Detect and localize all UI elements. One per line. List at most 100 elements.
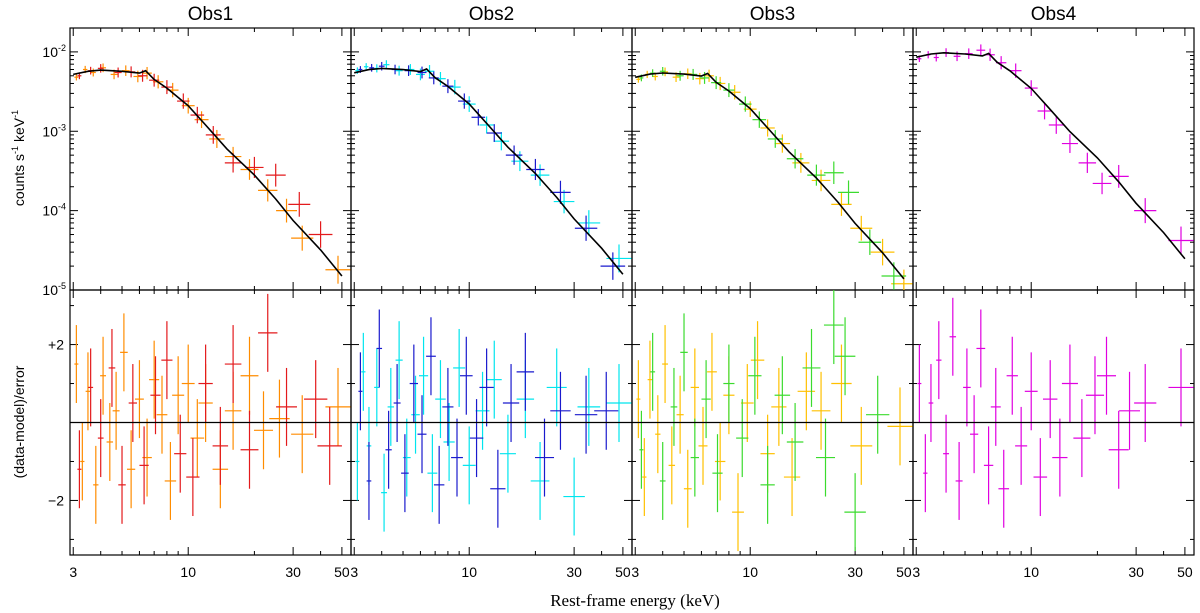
residual-point bbox=[701, 360, 711, 439]
residual-point bbox=[563, 457, 585, 536]
residual-point bbox=[516, 332, 535, 411]
spectrum-point bbox=[933, 53, 939, 62]
spectrum-point bbox=[659, 67, 666, 76]
residual-point bbox=[172, 356, 185, 435]
residual-point bbox=[401, 434, 409, 513]
residual-plot bbox=[632, 290, 913, 552]
residual-point bbox=[670, 367, 678, 446]
residual-plot bbox=[913, 297, 1194, 528]
spectrum-point bbox=[574, 215, 598, 241]
residual-point bbox=[1015, 406, 1028, 485]
residual-point bbox=[258, 293, 278, 372]
residual-point bbox=[459, 336, 473, 415]
panel-title: Obs2 bbox=[469, 4, 514, 25]
residual-point bbox=[128, 364, 138, 442]
spectrum-point bbox=[74, 73, 79, 81]
spectrum-point bbox=[288, 191, 311, 217]
residual-point bbox=[636, 360, 641, 439]
residual-point bbox=[866, 375, 890, 454]
residual-point bbox=[844, 473, 866, 552]
residual-point bbox=[451, 418, 463, 497]
residual-point bbox=[917, 344, 922, 423]
residual-point bbox=[831, 344, 852, 423]
residual-point bbox=[774, 356, 791, 435]
residual-point bbox=[1073, 399, 1091, 478]
spectrum-point bbox=[553, 189, 575, 214]
residual-point bbox=[1042, 360, 1058, 439]
residual-point bbox=[462, 426, 476, 505]
residual-point bbox=[1085, 356, 1105, 435]
residual-point bbox=[928, 364, 934, 442]
residual-point bbox=[291, 395, 314, 474]
residual-point bbox=[411, 375, 420, 454]
spectrum-point bbox=[577, 210, 601, 236]
residual-point bbox=[923, 434, 928, 513]
residual-point bbox=[976, 309, 986, 388]
residual-point bbox=[395, 321, 403, 400]
residual-point bbox=[550, 371, 571, 450]
spectrum-plot bbox=[354, 60, 632, 280]
panel-title: Obs4 bbox=[1031, 4, 1077, 25]
spectrum-point bbox=[471, 109, 486, 126]
spectrum-point bbox=[415, 68, 425, 81]
residual-point bbox=[1006, 336, 1018, 415]
residual-point bbox=[361, 332, 366, 411]
residual-point bbox=[88, 348, 94, 427]
residual-point bbox=[74, 325, 79, 404]
residual-point bbox=[118, 445, 126, 524]
residual-point bbox=[93, 445, 99, 524]
residual-point bbox=[317, 406, 342, 485]
residual-point bbox=[647, 340, 653, 419]
spectrum-point bbox=[831, 192, 852, 216]
residual-point bbox=[240, 336, 259, 415]
residual-point bbox=[1061, 344, 1078, 423]
x-tick-label: 3 bbox=[69, 564, 77, 580]
spectrum-point bbox=[308, 221, 333, 248]
panels-layer: Obs1 3 10 30 50 10-5 10-4 10-3 10-2 +2 −2 Obs2 3 10 30… bbox=[42, 4, 1195, 580]
residual-point bbox=[108, 328, 116, 407]
spectrum-point bbox=[479, 116, 494, 134]
residual-point bbox=[134, 360, 144, 439]
residual-point bbox=[164, 441, 177, 520]
residual-point bbox=[402, 418, 411, 497]
residual-point bbox=[181, 344, 195, 423]
residual-point bbox=[642, 438, 647, 517]
residual-point bbox=[811, 371, 831, 450]
residual-point bbox=[736, 399, 749, 478]
spectrum-point bbox=[114, 67, 122, 78]
spectrum-point bbox=[493, 132, 510, 151]
residual-point bbox=[970, 395, 979, 474]
residual-point bbox=[502, 364, 520, 442]
residual-point bbox=[453, 328, 466, 407]
spectrum-point bbox=[823, 161, 844, 185]
residual-point bbox=[276, 367, 297, 446]
residual-point bbox=[139, 426, 149, 505]
residual-point bbox=[376, 309, 383, 388]
residual-point bbox=[112, 371, 120, 450]
residual-point bbox=[304, 360, 328, 439]
residual-point bbox=[577, 367, 601, 446]
y-tick-label-bottom: +2 bbox=[48, 337, 64, 353]
residual-point bbox=[732, 473, 744, 552]
residual-point bbox=[662, 325, 669, 404]
residual-point bbox=[963, 348, 971, 427]
spectrum-point bbox=[550, 180, 571, 204]
model-curve bbox=[635, 72, 905, 280]
spectrum-point bbox=[224, 153, 242, 173]
x-tick-label: 50 bbox=[615, 564, 631, 580]
x-tick-label: 3 bbox=[912, 564, 920, 580]
residual-point bbox=[707, 332, 717, 411]
residual-point bbox=[1168, 348, 1194, 427]
residual-point bbox=[85, 352, 91, 431]
residual-point bbox=[224, 325, 242, 404]
residual-point bbox=[387, 367, 395, 446]
residual-point bbox=[530, 441, 550, 520]
panel-3: Obs3 3 10 30 50 bbox=[631, 4, 914, 580]
y-tick-label-top: 10-5 bbox=[42, 281, 66, 298]
residual-point bbox=[149, 340, 160, 419]
spectrum-frame bbox=[350, 27, 633, 291]
x-tick-label: 30 bbox=[566, 564, 582, 580]
residual-point bbox=[760, 445, 775, 524]
residual-point bbox=[374, 348, 380, 427]
